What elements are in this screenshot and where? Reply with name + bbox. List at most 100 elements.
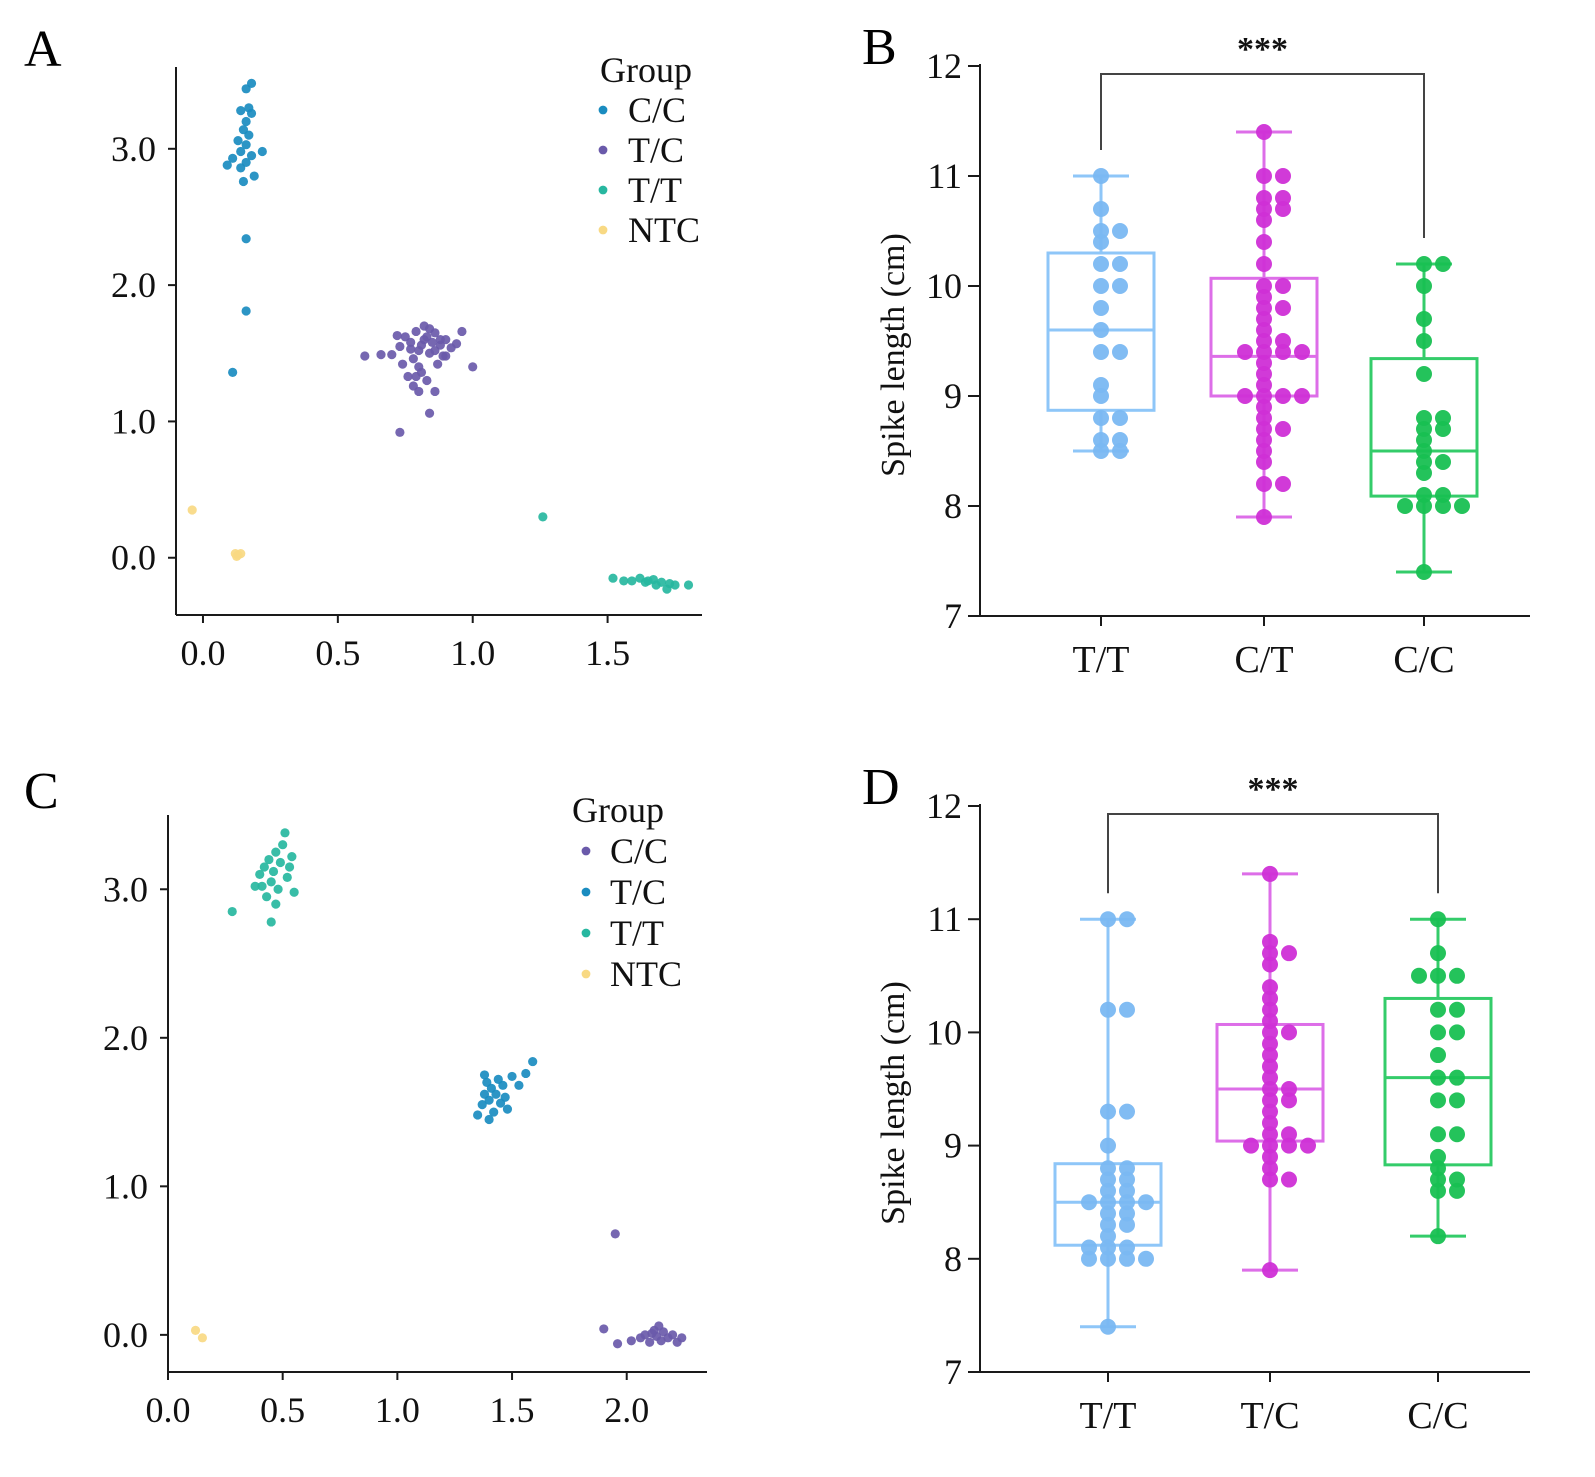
y-tick-label-b: 7	[944, 596, 962, 636]
data-point-b	[1256, 124, 1272, 140]
data-point-b	[1256, 454, 1272, 470]
data-point-d	[1100, 1205, 1116, 1222]
x-tick-label-a: 0.0	[180, 633, 225, 673]
y-tick-label-b: 10	[926, 266, 962, 306]
data-point-b	[1416, 487, 1432, 503]
point-t-c-c	[473, 1110, 483, 1120]
legend-label-c: T/T	[610, 913, 664, 953]
data-point-d	[1430, 1126, 1446, 1143]
data-point-b	[1416, 256, 1432, 272]
data-point-d	[1100, 1160, 1116, 1177]
y-tick-label-d: 7	[944, 1352, 962, 1392]
x-tick-label-c: 2.0	[604, 1390, 649, 1430]
point-t-c-a	[403, 371, 413, 382]
data-point-b	[1256, 410, 1272, 426]
point-c-c-a	[246, 108, 257, 118]
data-point-d	[1262, 1013, 1278, 1030]
data-point-d	[1081, 1250, 1097, 1267]
data-point-d	[1430, 1001, 1446, 1018]
point-t-c-a	[424, 408, 435, 418]
box-chart-b: 7 8 9 10 11 12 Spike length (cm) T/T C/T C/C ***	[875, 31, 1530, 681]
y-tick-label-c: 0.0	[103, 1315, 148, 1355]
data-point-b	[1275, 476, 1291, 492]
data-point-d	[1262, 1114, 1278, 1131]
data-point-b	[1275, 333, 1291, 349]
data-point-b	[1256, 311, 1272, 327]
data-point-b	[1112, 432, 1128, 448]
data-point-d	[1430, 1148, 1446, 1165]
data-point-d	[1138, 1250, 1154, 1267]
data-point-d	[1119, 1160, 1135, 1177]
data-point-b	[1275, 278, 1291, 294]
data-point-b	[1416, 454, 1432, 470]
data-point-b	[1416, 498, 1432, 514]
x-tick-label-c: 1.0	[375, 1390, 420, 1430]
point-t-c-a	[395, 341, 405, 352]
point-t-t-c	[262, 892, 272, 902]
x-tick-label-c: 0.5	[260, 1390, 305, 1430]
data-point-d	[1430, 1182, 1446, 1199]
data-point-d	[1119, 1216, 1135, 1233]
point-t-t-c	[271, 899, 281, 909]
data-point-b	[1435, 487, 1451, 503]
point-t-c-a	[408, 354, 418, 364]
data-point-d	[1430, 945, 1446, 962]
data-point-d	[1281, 1024, 1297, 1041]
point-t-t-c	[264, 854, 274, 865]
point-t-c-a	[411, 371, 421, 382]
x-tick-label-c: 0.0	[146, 1390, 191, 1430]
data-point-b	[1256, 432, 1272, 448]
y-tick-label-c: 3.0	[103, 869, 148, 909]
legend-marker-a	[598, 145, 608, 155]
data-point-d	[1262, 865, 1278, 882]
data-point-b	[1112, 344, 1128, 360]
data-point-d	[1262, 1171, 1278, 1188]
data-point-d	[1100, 1239, 1116, 1256]
point-c-c-a	[241, 140, 251, 150]
point-t-c-a	[468, 362, 478, 372]
data-point-d	[1262, 1137, 1278, 1154]
data-point-d	[1100, 1318, 1116, 1335]
point-c-c-a	[228, 367, 238, 377]
data-point-d	[1262, 1001, 1278, 1018]
data-point-d	[1430, 967, 1446, 984]
legend-marker-a	[598, 105, 608, 115]
legend-marker-a	[598, 225, 608, 235]
data-point-b	[1435, 421, 1451, 437]
point-t-t-c	[266, 877, 276, 887]
point-t-c-c	[507, 1071, 517, 1082]
point-c-c-c	[647, 1328, 657, 1338]
legend-label-a: T/T	[628, 170, 682, 210]
data-point-b	[1275, 190, 1291, 206]
data-point-d	[1119, 1103, 1135, 1120]
data-point-b	[1256, 300, 1272, 316]
data-point-b	[1416, 421, 1432, 437]
data-point-d	[1430, 1069, 1446, 1086]
legend-label-c: T/C	[610, 872, 666, 912]
legend-marker-c	[581, 846, 591, 856]
point-c-c-a	[241, 84, 251, 94]
point-t-t-c	[282, 872, 292, 882]
data-point-b	[1256, 344, 1272, 360]
point-c-c-c	[667, 1330, 678, 1340]
data-point-d	[1100, 1228, 1116, 1245]
data-point-d	[1100, 1001, 1116, 1018]
legend-marker-c	[581, 969, 591, 979]
point-c-c-a	[241, 234, 251, 244]
y-tick-label-d: 9	[944, 1126, 962, 1166]
data-point-d	[1119, 911, 1135, 928]
point-ntc-a	[232, 551, 242, 561]
point-t-t-c	[257, 881, 267, 891]
point-t-c-a	[360, 351, 370, 361]
data-point-b	[1237, 344, 1253, 360]
data-point-d	[1100, 1103, 1116, 1120]
data-point-d	[1119, 1001, 1135, 1018]
y-axis-label-b: Spike length (cm)	[875, 233, 912, 477]
point-ntc-a	[187, 505, 197, 515]
data-point-b	[1275, 344, 1291, 360]
data-point-d	[1100, 1137, 1116, 1154]
y-tick-label-b: 12	[926, 46, 962, 86]
data-point-b	[1256, 256, 1272, 272]
point-c-c-a	[222, 160, 232, 170]
